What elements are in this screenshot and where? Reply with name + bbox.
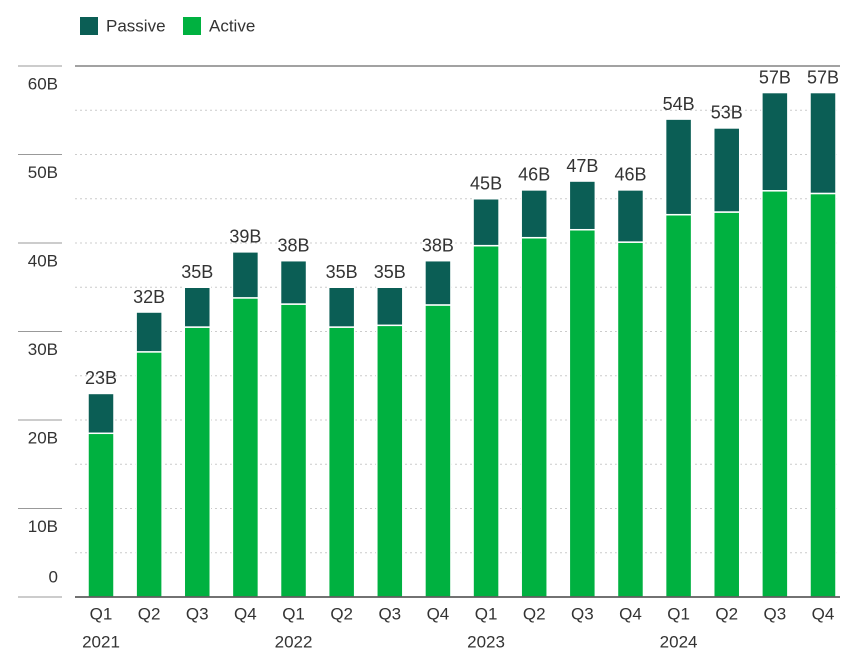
total-label: 57B [807,67,839,87]
x-tick-label: Q2 [715,604,738,623]
x-tick-label: Q2 [523,604,546,623]
legend-swatch [80,17,98,35]
x-tick-label: Q1 [475,604,498,623]
bar-segment [472,244,500,598]
bar-segment [135,311,163,353]
x-tick-label: Q4 [427,604,450,623]
y-tick-label: 30B [28,340,58,359]
total-label: 45B [470,174,502,194]
y-tick-label: 40B [28,251,58,270]
total-label: 38B [278,235,310,255]
bar-segment [664,213,693,598]
y-tick-label: 0 [49,567,58,586]
total-label: 57B [759,67,791,87]
total-label: 39B [229,227,261,247]
bar-segment [231,251,260,299]
x-tick-label: Q2 [138,604,161,623]
x-tick-label: Q3 [378,604,401,623]
bar-segment [87,432,115,598]
x-tick-label: Q4 [234,604,257,623]
total-label: 35B [326,262,358,282]
bar-segment [279,259,308,305]
x-year-label: 2021 [82,632,120,651]
total-label: 47B [566,156,598,176]
legend-label: Passive [106,16,166,35]
total-label: 35B [374,262,406,282]
y-tick-label: 60B [28,74,58,93]
legend-label: Active [209,16,255,35]
bar-segment [183,326,212,598]
bar-segment [183,286,212,328]
bar-segment [712,211,741,598]
bar-segment [664,118,693,216]
total-label: 54B [663,94,695,114]
bar-segment [809,192,837,598]
bar-segment [568,228,597,598]
x-year-label: 2024 [660,632,698,651]
x-year-label: 2022 [275,632,313,651]
bar-segment [327,326,356,598]
x-tick-label: Q2 [330,604,353,623]
legend-swatch [183,17,201,35]
bar-segment [761,190,789,598]
total-label: 53B [711,103,743,123]
x-tick-label: Q3 [764,604,787,623]
x-tick-label: Q4 [812,604,835,623]
total-label: 46B [518,165,550,185]
bar-segment [809,91,837,195]
bar-segment [616,241,645,598]
total-label: 23B [85,368,117,388]
bar-segment [327,286,356,328]
x-tick-label: Q1 [282,604,305,623]
bar-segment [279,303,308,598]
y-tick-label: 10B [28,517,58,536]
bar-segment [231,297,260,598]
x-year-label: 2023 [467,632,505,651]
total-label: 38B [422,235,454,255]
bar-segment [424,304,452,598]
bar-segment [87,392,115,435]
total-label: 35B [181,262,213,282]
bar-segment [616,189,645,243]
bar-segment [424,259,452,306]
x-tick-label: Q3 [186,604,209,623]
x-tick-label: Q1 [90,604,113,623]
bar-segment [712,127,741,213]
bar-segment [761,91,789,192]
bar-segment [520,236,548,598]
y-tick-label: 50B [28,163,58,182]
x-tick-label: Q3 [571,604,594,623]
bar-segment [472,198,500,247]
bar-segment [520,189,548,239]
bar-segment [568,180,597,231]
x-tick-label: Q1 [667,604,690,623]
y-tick-label: 20B [28,428,58,447]
bar-segment [135,351,163,598]
x-tick-label: Q4 [619,604,642,623]
total-label: 32B [133,287,165,307]
bar-segment [376,324,404,598]
total-label: 46B [614,165,646,185]
bar-segment [376,286,404,327]
